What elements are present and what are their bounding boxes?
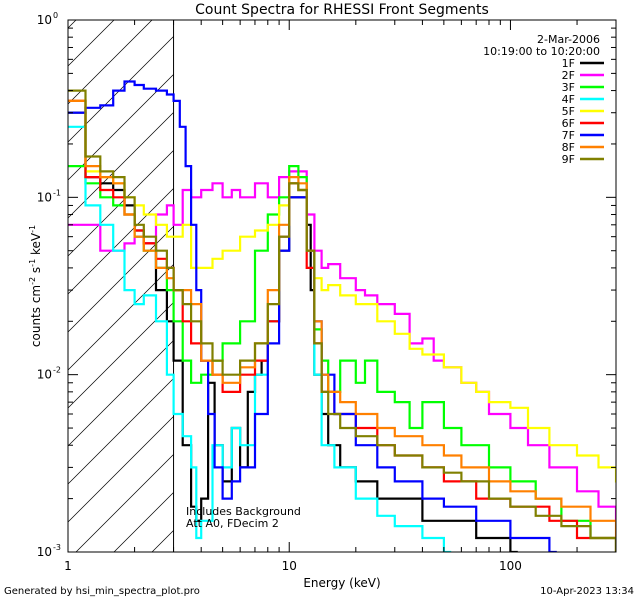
legend-label-4F: 4F	[562, 93, 575, 106]
hatched-region	[0, 0, 640, 552]
y-label-part: keV	[29, 232, 43, 259]
plot-frame	[67, 19, 617, 553]
hatch-line	[68, 415, 174, 523]
hatch-line	[68, 301, 174, 409]
x-tick-label: 1	[64, 559, 72, 573]
legend-label-1F: 1F	[562, 57, 575, 70]
y-label-exp: -1	[28, 259, 37, 267]
series-line-3F	[68, 165, 616, 552]
hatch-line	[68, 263, 174, 371]
y-axis-label: counts cm-2 s-1 keV-1	[28, 225, 43, 347]
x-axis-ticks: 1 10 100	[64, 20, 617, 573]
hatch-line	[0, 0, 106, 552]
legend-label-6F: 6F	[562, 117, 575, 130]
series-line-9F	[68, 89, 616, 552]
hatch-line	[68, 20, 115, 67]
hatch-line	[68, 20, 77, 29]
chart-title: Count Spectra for RHESSI Front Segments	[195, 2, 489, 18]
hatch-line	[68, 149, 174, 257]
x-tick-label: 100	[499, 559, 522, 573]
y-tick-label: 10	[37, 190, 52, 204]
hatch-line	[68, 339, 174, 447]
series-line-7F	[68, 80, 557, 552]
hatch-line	[266, 0, 640, 552]
legend-label-8F: 8F	[562, 141, 575, 154]
time-range-label: 10:19:00 to 10:20:00	[483, 45, 600, 58]
y-tick-exponent: -3	[53, 543, 61, 552]
y-tick-exponent: 0	[53, 11, 58, 20]
y-label-exp: -2	[28, 277, 37, 285]
series-line-4F	[68, 125, 452, 552]
series-line-1F	[68, 111, 518, 552]
footer-generated-by: Generated by hsi_min_spectra_plot.pro	[4, 586, 200, 597]
y-label-part: counts cm	[29, 285, 43, 347]
hatch-line	[75, 453, 174, 552]
y-tick-label: 10	[37, 545, 52, 559]
hatch-line	[68, 187, 174, 295]
annotation-background: Includes Background	[186, 505, 301, 518]
footer-timestamp: 10-Apr-2023 13:34	[540, 586, 634, 597]
legend-label-7F: 7F	[562, 129, 575, 142]
hatch-line	[68, 377, 174, 485]
series-line-6F	[68, 99, 616, 552]
x-axis-label: Energy (keV)	[303, 576, 380, 590]
hatch-line	[68, 73, 174, 181]
hatch-line	[68, 225, 174, 333]
y-tick-exponent: -2	[53, 366, 61, 375]
legend-label-2F: 2F	[562, 69, 575, 82]
series-layer	[68, 80, 616, 552]
hatch-line	[68, 35, 174, 143]
annotation-attenuator: Att A0, FDecim 2	[186, 517, 279, 530]
y-tick-label: 10	[37, 13, 52, 27]
y-tick-exponent: -1	[53, 188, 61, 197]
legend-label-3F: 3F	[562, 81, 575, 94]
hatch-line	[228, 0, 640, 552]
x-tick-label: 10	[282, 559, 297, 573]
y-label-exp: -1	[28, 225, 37, 233]
date-label: 2-Mar-2006	[537, 33, 600, 46]
legend-label-5F: 5F	[562, 105, 575, 118]
y-label-part: s	[29, 267, 43, 277]
legend-label-9F: 9F	[562, 153, 575, 166]
y-tick-label: 10	[37, 368, 52, 382]
series-line-8F	[68, 99, 616, 540]
series-line-5F	[68, 99, 616, 483]
hatch-line	[68, 20, 153, 105]
